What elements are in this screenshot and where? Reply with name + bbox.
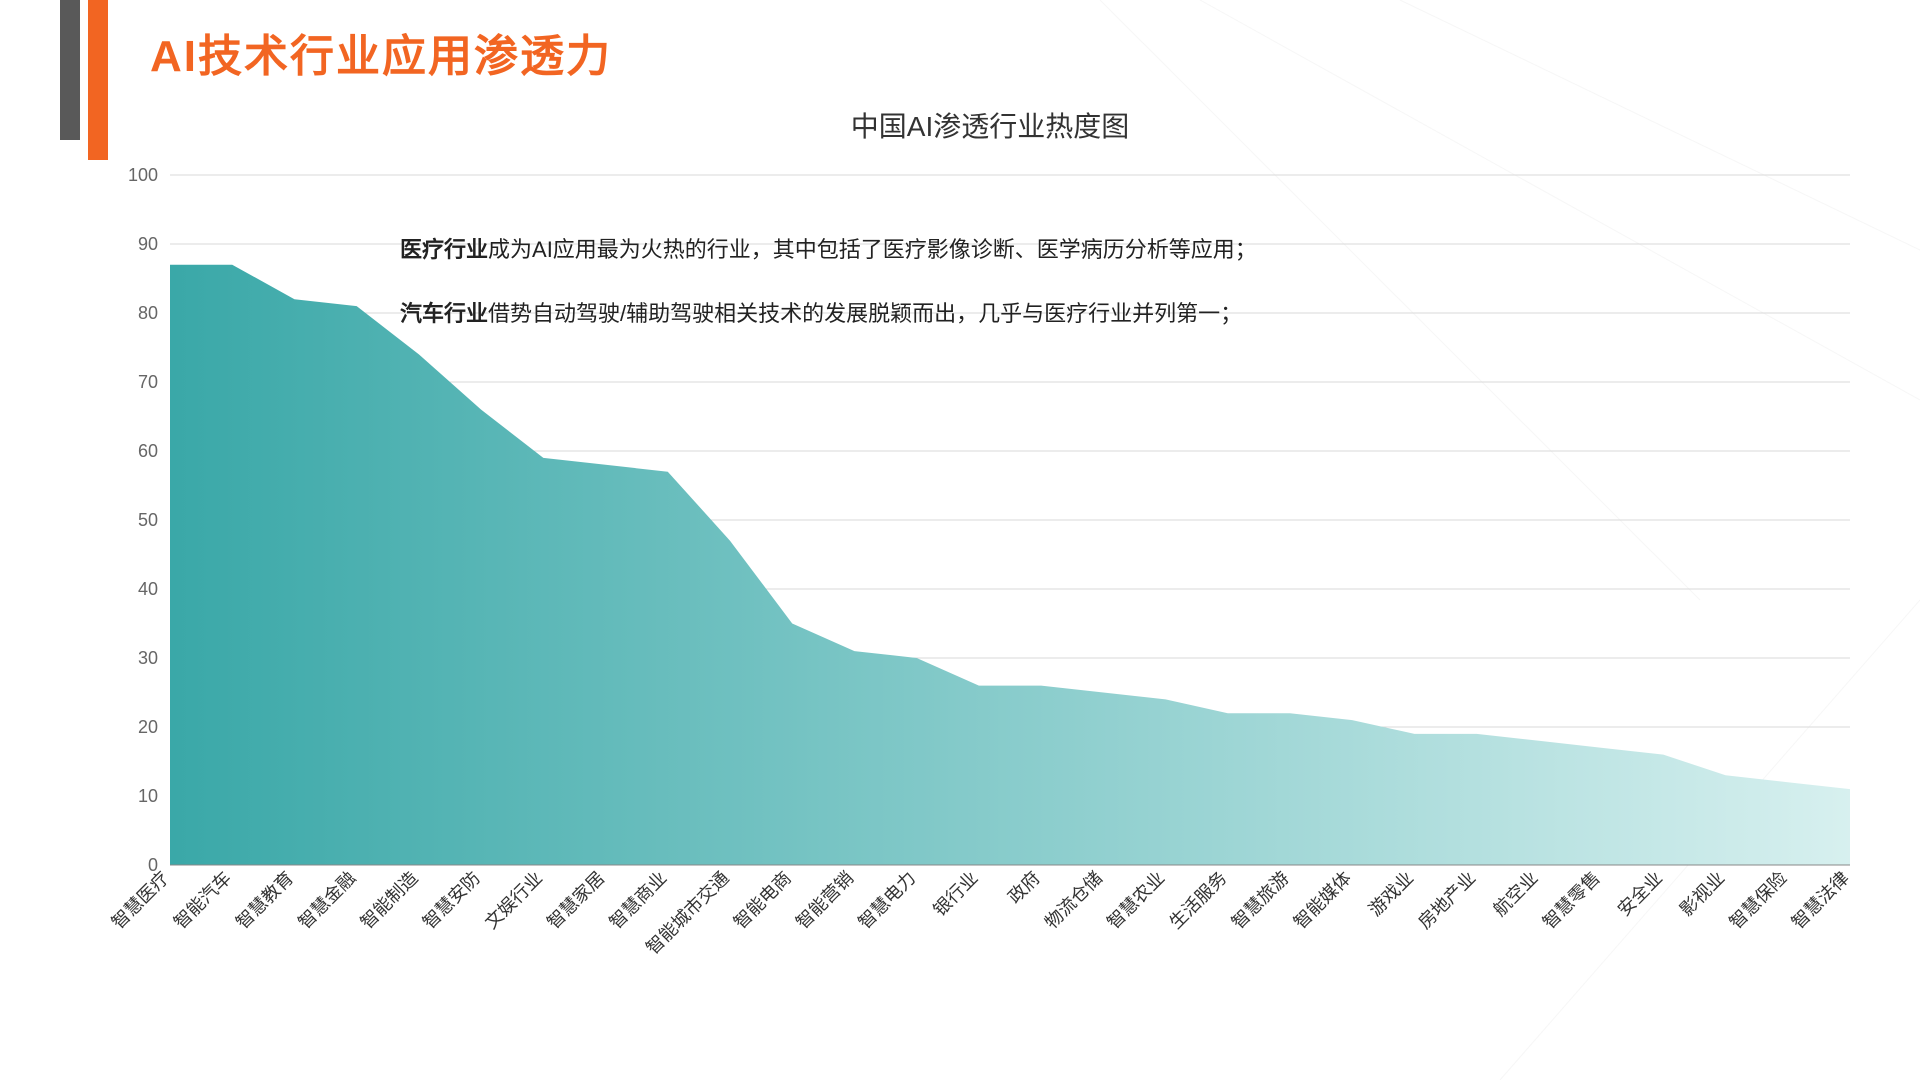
x-category-label: 生活服务 xyxy=(1166,868,1231,933)
x-category-label: 智慧电力 xyxy=(854,868,919,933)
annotation-bold-2: 汽车行业 xyxy=(400,301,488,326)
chart-title: 中国AI渗透行业热度图 xyxy=(110,105,1870,145)
x-category-label: 智能媒体 xyxy=(1290,868,1355,933)
x-category-label: 安全业 xyxy=(1614,868,1666,920)
x-category-label: 智能营销 xyxy=(792,868,857,933)
x-category-label: 银行业 xyxy=(929,868,981,920)
y-tick-label: 40 xyxy=(138,579,158,599)
y-tick-label: 100 xyxy=(128,165,158,185)
x-category-label: 物流仓储 xyxy=(1041,868,1106,933)
x-category-label: 智慧法律 xyxy=(1788,868,1853,933)
title-accent-bars xyxy=(60,0,108,160)
y-tick-label: 50 xyxy=(138,510,158,530)
x-category-label: 房地产业 xyxy=(1414,868,1479,933)
x-category-label: 智能汽车 xyxy=(170,868,235,933)
y-tick-label: 70 xyxy=(138,372,158,392)
x-category-label: 文娱行业 xyxy=(481,868,546,933)
y-tick-label: 90 xyxy=(138,234,158,254)
x-category-label: 智慧商业 xyxy=(606,868,671,933)
x-category-label: 智慧保险 xyxy=(1726,868,1791,933)
annotation-text-1: 成为AI应用最为火热的行业，其中包括了医疗影像诊断、医学病历分析等应用； xyxy=(488,237,1257,262)
x-category-label: 智慧旅游 xyxy=(1228,868,1293,933)
annotation-line-2: 汽车行业借势自动驾驶/辅助驾驶相关技术的发展脱颖而出，几乎与医疗行业并列第一； xyxy=(400,294,1450,334)
annotation-block: 医疗行业成为AI应用最为火热的行业，其中包括了医疗影像诊断、医学病历分析等应用；… xyxy=(400,230,1450,357)
slide-title: AI技术行业应用渗透力 xyxy=(150,20,612,84)
x-category-label: 智慧家居 xyxy=(543,868,608,933)
y-tick-label: 80 xyxy=(138,303,158,323)
accent-bar-orange xyxy=(88,0,108,160)
x-category-label: 影视业 xyxy=(1676,868,1728,920)
accent-bar-grey xyxy=(60,0,80,140)
y-tick-label: 10 xyxy=(138,786,158,806)
annotation-line-1: 医疗行业成为AI应用最为火热的行业，其中包括了医疗影像诊断、医学病历分析等应用； xyxy=(400,230,1450,270)
annotation-text-2: 借势自动驾驶/辅助驾驶相关技术的发展脱颖而出，几乎与医疗行业并列第一； xyxy=(488,301,1242,326)
x-category-label: 智慧安防 xyxy=(419,868,484,933)
x-category-label: 游戏业 xyxy=(1365,868,1417,920)
y-tick-label: 30 xyxy=(138,648,158,668)
x-category-label: 智能电商 xyxy=(730,868,795,933)
x-category-label: 智慧农业 xyxy=(1103,868,1168,933)
y-tick-label: 60 xyxy=(138,441,158,461)
x-category-label: 政府 xyxy=(1004,868,1044,908)
annotation-bold-1: 医疗行业 xyxy=(400,237,488,262)
x-category-label: 智能制造 xyxy=(357,868,422,933)
x-category-label: 智慧金融 xyxy=(294,868,359,933)
x-category-label: 智慧医疗 xyxy=(110,868,173,933)
x-category-label: 航空业 xyxy=(1489,868,1541,920)
x-category-label: 智慧零售 xyxy=(1539,868,1604,933)
y-tick-label: 20 xyxy=(138,717,158,737)
x-category-label: 智慧教育 xyxy=(232,868,297,933)
